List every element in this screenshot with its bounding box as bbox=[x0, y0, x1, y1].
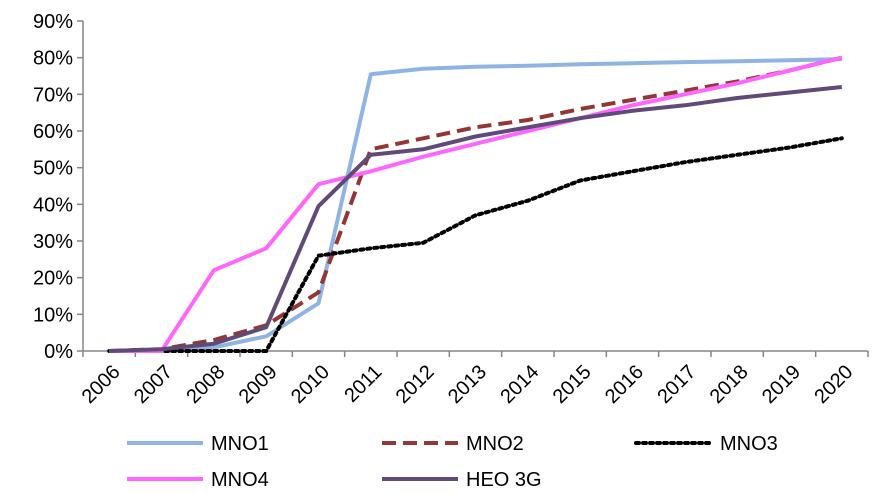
legend-label: MNO1 bbox=[211, 433, 269, 455]
x-tick-label: 2018 bbox=[706, 361, 753, 408]
x-tick-label: 2006 bbox=[78, 361, 125, 408]
x-tick-label: 2017 bbox=[653, 361, 700, 408]
y-tick-label: 80% bbox=[33, 48, 73, 70]
y-tick-label: 30% bbox=[33, 231, 73, 253]
x-tick-label: 2016 bbox=[601, 361, 648, 408]
x-tick-label: 2007 bbox=[130, 361, 177, 408]
series-line-mno4 bbox=[109, 55, 843, 353]
y-tick-label: 0% bbox=[44, 341, 73, 363]
x-tick-label: 2009 bbox=[235, 361, 282, 408]
y-tick-label: 40% bbox=[33, 194, 73, 216]
series-line-mno1 bbox=[109, 57, 842, 353]
y-tick-label: 10% bbox=[33, 304, 73, 326]
x-axis-ticks: 2006 2007 2008 2009 2010 2011 2012 2013 2014 2015… bbox=[78, 351, 869, 408]
legend-label: HEO 3G bbox=[466, 469, 542, 491]
series-line-mno3 bbox=[107, 136, 844, 353]
y-tick-label: 60% bbox=[33, 121, 73, 143]
x-tick-label: 2020 bbox=[810, 361, 857, 408]
legend-label: MNO4 bbox=[211, 469, 269, 491]
x-tick-label: 2019 bbox=[758, 361, 805, 408]
x-tick-label: 2010 bbox=[287, 361, 334, 408]
y-tick-label: 20% bbox=[33, 268, 73, 290]
legend-label: MNO3 bbox=[720, 433, 778, 455]
series-line-heo-3g bbox=[109, 85, 843, 353]
y-tick-label: 70% bbox=[33, 84, 73, 106]
y-tick-label: 50% bbox=[33, 158, 73, 180]
x-tick-label: 2011 bbox=[340, 361, 386, 407]
plot-area bbox=[107, 55, 844, 353]
axes bbox=[82, 21, 868, 352]
y-axis-ticks: 0% 10% 20% 30% 40% 50% 60% 70% 80% 90% bbox=[33, 11, 83, 363]
x-tick-label: 2012 bbox=[392, 361, 439, 408]
x-tick-label: 2008 bbox=[182, 361, 229, 408]
legend-label: MNO2 bbox=[466, 433, 524, 455]
y-tick-label: 90% bbox=[33, 11, 73, 33]
series-line-mno2 bbox=[109, 55, 843, 353]
x-tick-label: 2015 bbox=[549, 361, 596, 408]
legend: MNO1 MNO2 MNO3 MNO4 HEO 3G bbox=[127, 433, 778, 491]
x-tick-label: 2014 bbox=[496, 361, 543, 408]
x-tick-label: 2013 bbox=[444, 361, 491, 408]
